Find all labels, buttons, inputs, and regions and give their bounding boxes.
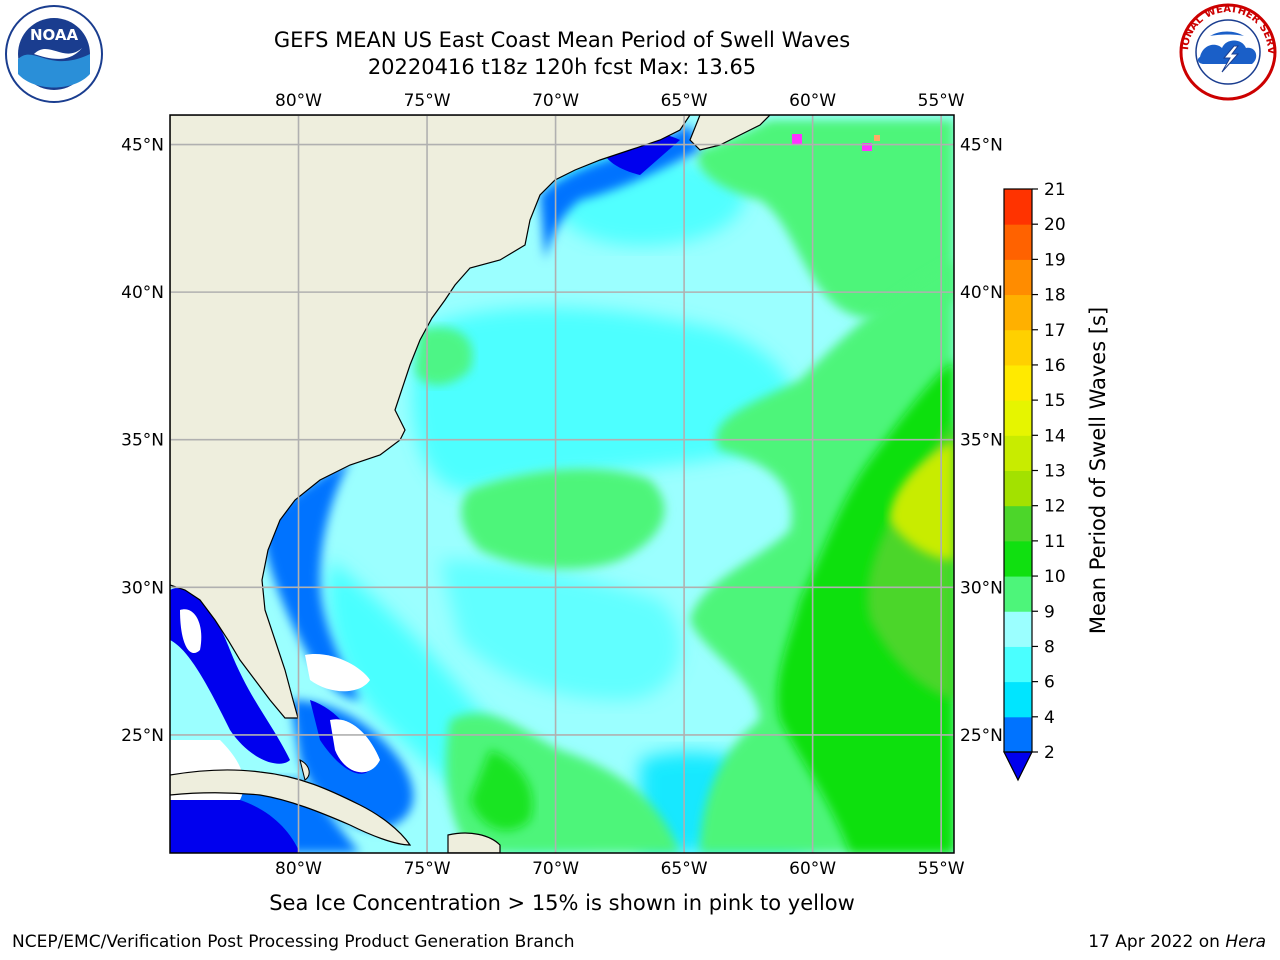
lat-tick-label-right: 40°N bbox=[960, 283, 1003, 303]
lat-tick-label-left: 35°N bbox=[121, 431, 164, 451]
green-region-northeast bbox=[698, 120, 954, 319]
colorbar-segment bbox=[1004, 224, 1032, 260]
map-frame bbox=[169, 114, 955, 854]
lat-tick-label-right: 35°N bbox=[960, 431, 1003, 451]
lon-tick-label-top: 65°W bbox=[661, 91, 708, 111]
colorbar-segment bbox=[1004, 576, 1032, 612]
colorbar-tick-label: 15 bbox=[1044, 391, 1066, 411]
under-range-caribbean bbox=[170, 800, 300, 853]
colorbar-tick-label: 9 bbox=[1044, 602, 1055, 622]
sea-ice-marker bbox=[792, 134, 802, 144]
swell-period-field bbox=[170, 120, 954, 853]
colorbar-segment bbox=[1004, 259, 1032, 296]
lon-tick-label-bottom: 80°W bbox=[275, 859, 322, 879]
colorbar-tick-label: 11 bbox=[1044, 532, 1066, 552]
colorbar-segment bbox=[1004, 646, 1032, 683]
cyan-patch-central bbox=[440, 560, 681, 700]
nova-scotia-land bbox=[689, 115, 771, 151]
figure-subtitle: 20220416 t18z 120h fcst Max: 13.65 bbox=[367, 55, 757, 79]
colorbar-segment bbox=[1004, 470, 1032, 507]
colorbar-segment bbox=[1004, 611, 1032, 647]
no-data-bank-4 bbox=[180, 609, 202, 654]
colorbar-tick-label: 13 bbox=[1044, 462, 1066, 482]
footer-credit: NCEP/EMC/Verification Post Processing Pr… bbox=[12, 932, 575, 952]
colorbar-under-arrow bbox=[1003, 751, 1033, 782]
max-period-region bbox=[890, 440, 954, 560]
lat-tick-label-left: 25°N bbox=[121, 726, 164, 746]
lon-tick-label-bottom: 75°W bbox=[404, 859, 451, 879]
sea-ice-caption: Sea Ice Concentration > 15% is shown in … bbox=[269, 891, 855, 915]
graticule bbox=[170, 115, 954, 853]
map-tick-labels: 80°W 80°W 75°W 75°W 70°W 70°W 65°W 65°W 60°W 60°W… bbox=[121, 91, 1003, 879]
colorbar-tick-label: 20 bbox=[1044, 215, 1066, 235]
noaa-logo-icon: NOAA bbox=[5, 5, 103, 103]
footer-date-text: 17 Apr 2022 on bbox=[1088, 932, 1226, 952]
lat-tick-label-right: 45°N bbox=[960, 136, 1003, 156]
lon-tick-label-bottom: 60°W bbox=[789, 859, 836, 879]
colorbar-segment bbox=[1004, 505, 1032, 542]
colorbar-tick-label: 14 bbox=[1044, 426, 1066, 446]
colorbar-segment bbox=[1004, 716, 1032, 753]
colorbar-segment bbox=[1004, 189, 1032, 225]
colorbar-segment bbox=[1004, 681, 1032, 718]
lon-tick-label-top: 70°W bbox=[532, 91, 579, 111]
lon-tick-label-bottom: 70°W bbox=[532, 859, 579, 879]
footer-machine: Hera bbox=[1225, 932, 1266, 952]
blue-band-southeast-coast bbox=[260, 460, 360, 700]
lat-tick-label-left: 30°N bbox=[121, 578, 164, 598]
nws-logo-icon: NATIONAL WEATHER SERVICE bbox=[1178, 2, 1277, 101]
lon-tick-label-top: 80°W bbox=[275, 91, 322, 111]
lat-tick-label-right: 30°N bbox=[960, 578, 1003, 598]
colorbar-tick-label: 21 bbox=[1044, 180, 1066, 200]
lon-tick-label-top: 55°W bbox=[918, 91, 965, 111]
lon-tick-label-bottom: 55°W bbox=[918, 859, 965, 879]
colorbar-segment bbox=[1004, 329, 1032, 366]
blue-band-new-england bbox=[540, 125, 700, 260]
sea-ice-marker bbox=[862, 143, 872, 151]
colorbar-tick-label: 4 bbox=[1044, 708, 1055, 728]
lon-tick-label-bottom: 65°W bbox=[661, 859, 708, 879]
colorbar-tick-label: 17 bbox=[1044, 321, 1066, 341]
footer-date: 17 Apr 2022 on Hera bbox=[1088, 932, 1266, 952]
colorbar: 2 4 6 8 9 10 11 12 13 14 15 16 17 18 19 20 21 Mean Period… bbox=[1003, 180, 1110, 782]
green-patch-midatlantic bbox=[415, 327, 473, 385]
colorbar-segment bbox=[1004, 400, 1032, 436]
island-land bbox=[299, 759, 310, 781]
colorbar-tick-label: 6 bbox=[1044, 673, 1055, 693]
map-plot-area bbox=[170, 115, 954, 853]
lat-tick-label-left: 40°N bbox=[121, 283, 164, 303]
colorbar-segment bbox=[1004, 364, 1032, 401]
no-data-bank-2 bbox=[330, 719, 380, 773]
no-data-bank-1 bbox=[305, 654, 370, 692]
colorbar-tick-label: 16 bbox=[1044, 356, 1066, 376]
colorbar-tick-label: 2 bbox=[1044, 743, 1055, 763]
sea-ice-marker bbox=[874, 135, 880, 141]
noaa-logo-text: NOAA bbox=[30, 26, 79, 44]
green-region-central bbox=[461, 469, 665, 569]
colorbar-tick-label: 8 bbox=[1044, 637, 1055, 657]
colorbar-tick-label: 19 bbox=[1044, 250, 1066, 270]
colorbar-segment bbox=[1004, 435, 1032, 471]
cuba-land bbox=[170, 769, 412, 846]
colorbar-segment bbox=[1004, 540, 1032, 577]
lon-tick-label-top: 60°W bbox=[789, 91, 836, 111]
colorbar-tick-label: 10 bbox=[1044, 567, 1066, 587]
cyan-band-north bbox=[412, 307, 795, 491]
figure-title: GEFS MEAN US East Coast Mean Period of S… bbox=[273, 28, 851, 52]
colorbar-tick-label: 12 bbox=[1044, 497, 1066, 517]
lat-tick-label-right: 25°N bbox=[960, 726, 1003, 746]
land bbox=[170, 115, 771, 853]
hispaniola-land bbox=[447, 832, 501, 853]
colorbar-label: Mean Period of Swell Waves [s] bbox=[1086, 307, 1110, 634]
colorbar-segment bbox=[1004, 294, 1032, 331]
lon-tick-label-top: 75°W bbox=[404, 91, 451, 111]
colorbar-tick-label: 18 bbox=[1044, 286, 1066, 306]
lat-tick-label-left: 45°N bbox=[121, 136, 164, 156]
deep-green-patch-south bbox=[470, 750, 533, 831]
